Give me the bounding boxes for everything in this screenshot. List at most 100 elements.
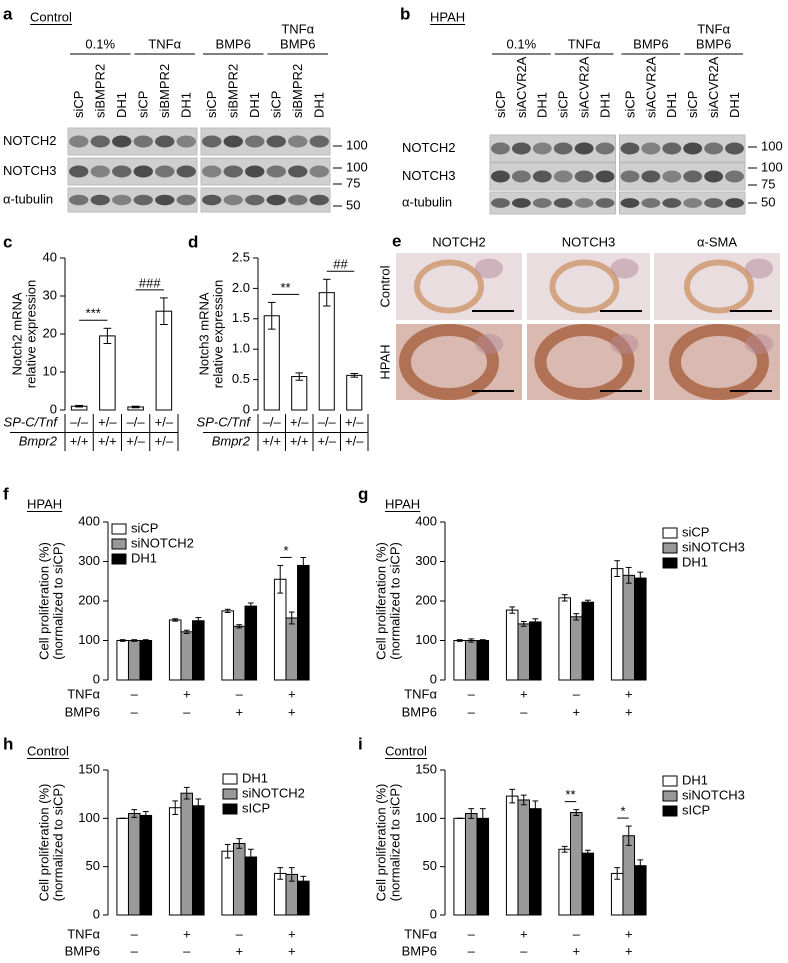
x-row-label: BMP6 (65, 943, 100, 958)
blot-band (704, 198, 724, 208)
bar (127, 640, 141, 681)
x-row-value: +/+ (98, 433, 117, 448)
bar (285, 617, 299, 681)
tissue (534, 324, 635, 400)
x-row-value: –/– (318, 414, 337, 429)
blot-band (309, 194, 329, 206)
lane-label: siCP (269, 91, 284, 118)
column-header: α-SMA (697, 234, 737, 249)
marker-label: 50 (761, 194, 775, 209)
y-axis-label: (normalized to siCP) (50, 784, 65, 902)
y-tick-label: 50 (423, 858, 437, 873)
group-label: TNFα (281, 21, 314, 36)
panel-title: HPAH (430, 9, 465, 24)
lane-label: siCP (493, 91, 508, 118)
tissue (610, 334, 639, 354)
panel-title: HPAH (27, 496, 62, 511)
bar (476, 817, 490, 916)
blot-strip (67, 157, 198, 186)
x-row-value: +/– (155, 414, 174, 429)
y-axis-label: relative expression (210, 280, 225, 388)
tissue (475, 258, 503, 279)
bar (116, 640, 129, 681)
x-row-value: + (288, 943, 296, 958)
row-label: α-tubulin (3, 191, 53, 206)
tissue (549, 259, 620, 314)
marker-label: 100 (346, 159, 368, 174)
blot-band (532, 142, 552, 155)
x-row-value: + (288, 686, 296, 701)
y-tick-label: 2.0 (232, 280, 250, 295)
tissue (475, 334, 503, 354)
y-tick-label: 40 (43, 249, 57, 264)
bar (464, 640, 478, 681)
y-tick-label: 100 (415, 810, 437, 825)
panel-title: Control (30, 9, 72, 24)
panel-letter: b (400, 4, 410, 23)
tissue (610, 258, 639, 279)
group-label: BMP6 (696, 36, 731, 51)
lane-label: siCP (685, 91, 700, 118)
x-row-value: +/– (318, 433, 337, 448)
blot-strip (67, 187, 198, 213)
x-row-value: + (625, 943, 633, 958)
bar (168, 619, 182, 681)
x-row-value: +/+ (70, 433, 89, 448)
blot-band (620, 142, 640, 155)
bar (529, 621, 542, 681)
legend-label: siNOTCH3 (682, 787, 745, 802)
x-row-value: +/– (345, 414, 364, 429)
blot-band (288, 194, 308, 206)
blot-band (90, 194, 110, 206)
x-row-value: + (235, 704, 243, 719)
bar (192, 805, 205, 916)
x-row-value: – (183, 943, 191, 958)
y-tick-label: 100 (78, 632, 100, 647)
blot-band (725, 142, 744, 155)
x-row-value: +/– (98, 414, 117, 429)
panel-letter: a (3, 4, 13, 23)
panel-letter: d (188, 232, 198, 251)
legend-swatch (222, 773, 238, 785)
blot-strip (200, 187, 331, 213)
bar (155, 310, 173, 411)
lane-label: siBMPR2 (93, 64, 108, 118)
y-tick-label: 0 (430, 906, 437, 921)
row-label: α-tubulin (402, 194, 452, 209)
blot-band (553, 142, 573, 155)
blot-band (683, 142, 703, 155)
bar (192, 620, 205, 681)
bar (180, 631, 194, 681)
tissue (684, 259, 754, 314)
blot-band (245, 135, 265, 148)
legend-swatch (662, 775, 678, 787)
marker-label: 75 (761, 176, 775, 191)
bar (221, 850, 234, 916)
blot-band (309, 165, 329, 178)
blot-band (620, 198, 640, 208)
tissue (745, 334, 773, 354)
legend-label: sICP (242, 800, 270, 815)
blot-band (683, 198, 703, 208)
blot-strip (489, 191, 616, 215)
bar (558, 848, 571, 916)
tissue (669, 324, 769, 400)
lane-label: DH1 (179, 92, 194, 118)
blot-band (683, 170, 703, 183)
legend-label: siNOTCH2 (242, 785, 305, 800)
blot-band (90, 165, 110, 178)
blot-band (223, 194, 243, 206)
bar (318, 292, 335, 411)
bar (505, 795, 519, 916)
blot-band (202, 165, 222, 178)
blot-band (491, 142, 510, 155)
x-row-value: – (236, 926, 244, 941)
marker-label: 100 (761, 159, 783, 174)
bar (221, 610, 234, 681)
bar (505, 609, 519, 681)
lane-label: siBMPR2 (226, 64, 241, 118)
blot-band (641, 142, 661, 155)
y-tick-label: 0 (243, 401, 250, 416)
blot-strip (489, 162, 616, 191)
lane-label: siBMPR2 (290, 64, 305, 118)
